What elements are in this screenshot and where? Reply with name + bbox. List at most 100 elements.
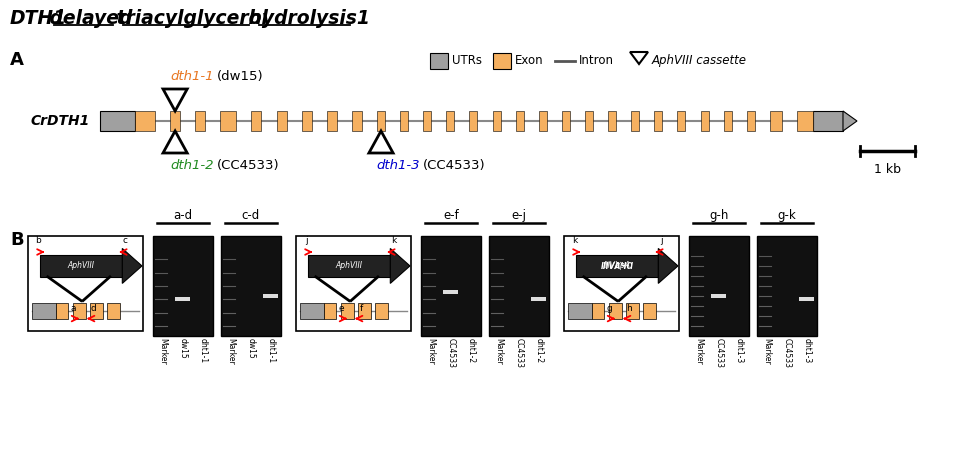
FancyBboxPatch shape bbox=[421, 236, 481, 336]
Text: AphVIII: AphVIII bbox=[68, 261, 95, 271]
Text: dw15: dw15 bbox=[179, 338, 188, 359]
FancyBboxPatch shape bbox=[689, 236, 749, 336]
Text: IIIVhpA: IIIVhpA bbox=[603, 261, 630, 271]
FancyBboxPatch shape bbox=[300, 302, 324, 319]
Text: dth1-1: dth1-1 bbox=[28, 246, 73, 260]
FancyBboxPatch shape bbox=[135, 111, 155, 131]
Text: d: d bbox=[90, 304, 96, 313]
FancyBboxPatch shape bbox=[277, 111, 286, 131]
FancyBboxPatch shape bbox=[626, 302, 638, 319]
Text: CrDTH1: CrDTH1 bbox=[31, 114, 90, 128]
FancyBboxPatch shape bbox=[40, 255, 122, 277]
Polygon shape bbox=[163, 131, 188, 153]
FancyBboxPatch shape bbox=[340, 302, 354, 319]
FancyBboxPatch shape bbox=[308, 255, 391, 277]
Text: AphVIII cassette: AphVIII cassette bbox=[652, 54, 747, 67]
Text: A: A bbox=[10, 51, 24, 69]
Text: Marker: Marker bbox=[694, 338, 704, 365]
Text: dth1-2: dth1-2 bbox=[296, 246, 341, 260]
Polygon shape bbox=[630, 52, 648, 64]
Text: Marker: Marker bbox=[426, 338, 435, 365]
FancyBboxPatch shape bbox=[73, 302, 85, 319]
FancyBboxPatch shape bbox=[100, 111, 135, 131]
FancyBboxPatch shape bbox=[443, 290, 458, 294]
FancyBboxPatch shape bbox=[90, 302, 103, 319]
FancyBboxPatch shape bbox=[469, 111, 478, 131]
FancyBboxPatch shape bbox=[747, 111, 755, 131]
FancyBboxPatch shape bbox=[531, 297, 546, 301]
Text: e-f: e-f bbox=[443, 209, 459, 222]
FancyBboxPatch shape bbox=[153, 236, 213, 336]
Text: (CC4533): (CC4533) bbox=[218, 159, 279, 172]
Polygon shape bbox=[122, 248, 142, 284]
FancyBboxPatch shape bbox=[424, 111, 431, 131]
FancyBboxPatch shape bbox=[400, 111, 408, 131]
Text: a-d: a-d bbox=[173, 209, 192, 222]
Text: (dw15): (dw15) bbox=[218, 70, 264, 83]
FancyBboxPatch shape bbox=[296, 236, 411, 331]
FancyBboxPatch shape bbox=[568, 302, 592, 319]
FancyBboxPatch shape bbox=[711, 294, 726, 298]
FancyBboxPatch shape bbox=[631, 111, 639, 131]
Text: DTH1: DTH1 bbox=[10, 9, 67, 28]
Text: g: g bbox=[606, 304, 612, 313]
Text: b: b bbox=[36, 236, 42, 245]
FancyBboxPatch shape bbox=[655, 111, 662, 131]
Text: AphVIII: AphVIII bbox=[336, 261, 363, 271]
FancyBboxPatch shape bbox=[592, 302, 604, 319]
FancyBboxPatch shape bbox=[678, 111, 686, 131]
Text: hydrolysis1: hydrolysis1 bbox=[243, 9, 370, 28]
Polygon shape bbox=[391, 248, 410, 284]
Text: dth1-3: dth1-3 bbox=[564, 246, 610, 260]
FancyBboxPatch shape bbox=[32, 302, 55, 319]
Text: (CC4533): (CC4533) bbox=[423, 159, 485, 172]
FancyBboxPatch shape bbox=[251, 111, 261, 131]
FancyBboxPatch shape bbox=[575, 255, 659, 277]
Text: dw15: dw15 bbox=[247, 338, 255, 359]
FancyBboxPatch shape bbox=[175, 297, 190, 301]
FancyBboxPatch shape bbox=[562, 111, 570, 131]
FancyBboxPatch shape bbox=[539, 111, 546, 131]
Text: a: a bbox=[71, 304, 75, 313]
FancyBboxPatch shape bbox=[302, 111, 311, 131]
Text: dth1-2: dth1-2 bbox=[170, 159, 214, 172]
Polygon shape bbox=[659, 248, 678, 284]
FancyBboxPatch shape bbox=[55, 302, 69, 319]
Text: Marker: Marker bbox=[763, 338, 772, 365]
FancyBboxPatch shape bbox=[585, 111, 593, 131]
FancyBboxPatch shape bbox=[813, 111, 843, 131]
FancyBboxPatch shape bbox=[377, 111, 385, 131]
FancyBboxPatch shape bbox=[28, 236, 143, 331]
FancyBboxPatch shape bbox=[493, 53, 511, 69]
FancyBboxPatch shape bbox=[220, 111, 236, 131]
Text: Marker: Marker bbox=[159, 338, 167, 365]
Text: e-j: e-j bbox=[512, 209, 526, 222]
FancyBboxPatch shape bbox=[489, 236, 549, 336]
Text: f: f bbox=[360, 304, 363, 313]
FancyBboxPatch shape bbox=[263, 294, 278, 298]
FancyBboxPatch shape bbox=[608, 111, 616, 131]
FancyBboxPatch shape bbox=[700, 111, 709, 131]
Text: c: c bbox=[123, 236, 128, 245]
Text: j: j bbox=[660, 236, 662, 245]
FancyBboxPatch shape bbox=[352, 111, 362, 131]
FancyBboxPatch shape bbox=[358, 302, 370, 319]
Polygon shape bbox=[163, 89, 188, 111]
Text: dht1-3: dht1-3 bbox=[803, 338, 811, 363]
FancyBboxPatch shape bbox=[170, 111, 180, 131]
Text: triacylglycerol: triacylglycerol bbox=[109, 9, 268, 28]
Text: CC4533: CC4533 bbox=[514, 338, 523, 368]
FancyBboxPatch shape bbox=[564, 236, 679, 331]
Text: dht1-1: dht1-1 bbox=[267, 338, 276, 363]
FancyBboxPatch shape bbox=[757, 236, 817, 336]
FancyBboxPatch shape bbox=[327, 111, 337, 131]
Text: Intron: Intron bbox=[579, 54, 614, 67]
Text: CC4533: CC4533 bbox=[715, 338, 723, 368]
FancyBboxPatch shape bbox=[375, 302, 388, 319]
Text: g-k: g-k bbox=[777, 209, 797, 222]
FancyBboxPatch shape bbox=[799, 297, 814, 301]
Text: dht1-3: dht1-3 bbox=[735, 338, 744, 363]
Text: dht1-2: dht1-2 bbox=[535, 338, 543, 363]
FancyBboxPatch shape bbox=[643, 302, 656, 319]
FancyBboxPatch shape bbox=[492, 111, 501, 131]
